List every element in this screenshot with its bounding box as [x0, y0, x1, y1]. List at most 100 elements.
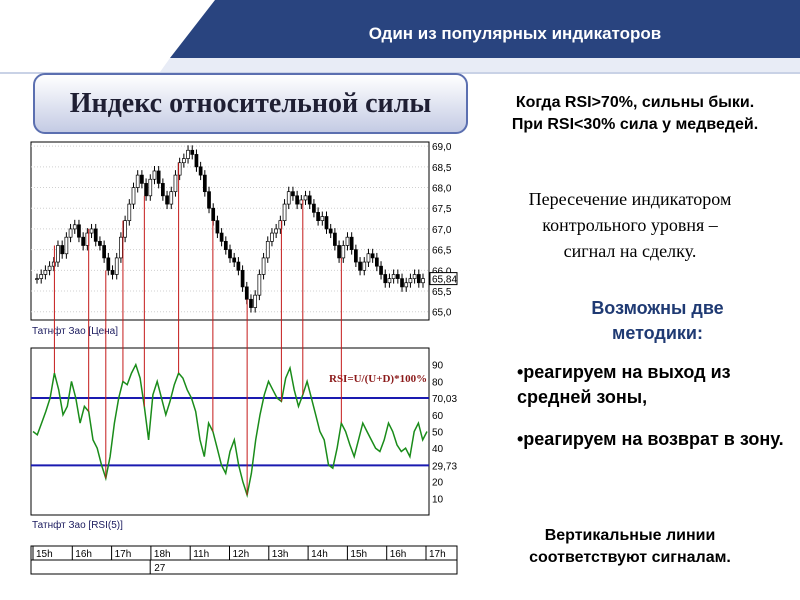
time-axis-date: 27	[154, 563, 166, 574]
candle-body	[358, 261, 362, 271]
header-banner-shape	[0, 0, 800, 74]
rsi-rule-line-2: При RSI<30% сила у медведей.	[511, 116, 759, 133]
candle-body	[194, 154, 199, 168]
rsi-line	[32, 362, 428, 498]
candle-body	[89, 228, 94, 234]
price-tick-label: 68,0	[432, 184, 452, 195]
candle-body	[257, 274, 262, 296]
rsi-tick-label: 90	[432, 361, 444, 372]
candle-body	[127, 203, 132, 222]
candle-body	[379, 265, 383, 275]
rsi-rule-note: Когда RSI>70%, сильны быки. При RSI<30% …	[470, 92, 800, 136]
candle-body	[345, 236, 350, 246]
candle-body	[341, 245, 346, 259]
price-tick-label: 67,0	[432, 225, 452, 236]
price-tick-label: 66,0	[432, 266, 452, 277]
candle-body	[349, 236, 354, 250]
rsi-tick-label: 60	[432, 411, 444, 422]
candle-body	[391, 274, 396, 279]
candle-body	[253, 294, 258, 308]
trading-chart: 69,0 68,5 68,0 67,5 67,0 66,5 66,0 65,5 65,0 65,8…	[29, 140, 459, 577]
candle-body	[261, 257, 266, 275]
candle-body	[416, 274, 421, 284]
price-tick-label: 65,0	[432, 308, 452, 319]
candle-body	[211, 207, 216, 222]
crossing-note: Пересечение индикатором контрольного уро…	[480, 186, 780, 264]
time-axis-hour: 13h	[272, 549, 289, 560]
candle-body	[404, 282, 409, 288]
rsi-tick-label: 10	[432, 494, 444, 505]
rsi-formula: RSI=U/(U+D)*100%	[329, 373, 427, 385]
time-axis-hour: 18h	[154, 549, 171, 560]
candle-body	[333, 232, 337, 246]
candle-body	[47, 265, 52, 271]
methods-title-line-2: методики:	[612, 323, 703, 343]
candle-body	[366, 253, 371, 263]
candle-body	[131, 187, 136, 205]
candle-body	[232, 257, 237, 263]
rsi-pane-frame	[30, 347, 430, 516]
candle-body	[198, 166, 203, 176]
rsi-tick-label: 50	[432, 428, 444, 439]
candle-body	[110, 269, 115, 275]
candle-body	[135, 174, 140, 188]
candle-body	[383, 274, 388, 284]
candle-body	[72, 224, 77, 230]
candle-body	[240, 269, 245, 288]
candle-body	[144, 183, 148, 197]
candle-body	[56, 245, 60, 263]
price-tick-label: 68,5	[432, 163, 452, 174]
candle-body	[68, 228, 73, 238]
candle-body	[270, 232, 274, 242]
candle-body	[374, 257, 379, 267]
candle-body	[236, 261, 241, 271]
candle-body	[400, 278, 404, 288]
candle-body	[282, 203, 287, 222]
time-axis-hour: 11h	[193, 549, 209, 560]
candle-body	[43, 269, 48, 275]
candle-body	[421, 278, 425, 284]
candle-body	[93, 228, 98, 242]
candle-body	[324, 216, 329, 230]
candle-body	[223, 240, 228, 250]
candle-body	[119, 236, 123, 259]
vertical-lines-note: Вертикальные линии соответствуют сигнала…	[495, 525, 765, 569]
candle-body	[156, 170, 161, 184]
candle-body	[102, 245, 106, 259]
candle-body	[114, 257, 119, 275]
time-axis-hour: 15h	[36, 549, 53, 560]
rsi-rule-line-1: Когда RSI>70%, сильны быки.	[515, 94, 755, 111]
candle-body	[140, 174, 144, 184]
time-axis-hour: 14h	[311, 549, 328, 560]
price-tick-label: 67,5	[432, 204, 452, 215]
candle-body	[106, 257, 111, 271]
candle-body	[123, 220, 127, 238]
rsi-legend: Татнфт Зао [RSI(5)]	[32, 519, 123, 531]
candle-body	[291, 191, 295, 197]
rsi-tick-label: 29,73	[432, 461, 457, 472]
rsi-tick-label: 40	[432, 444, 444, 455]
candle-body	[51, 261, 56, 267]
crossing-line-2: контрольного уровня –	[542, 215, 718, 235]
candle-body	[228, 249, 232, 259]
method-item-2: •реагируем на возврат в зону.	[517, 429, 784, 449]
candle-body	[295, 195, 299, 205]
vertical-line-1: Вертикальные линии	[544, 527, 716, 544]
time-axis-hour: 16h	[75, 549, 92, 560]
header-banner: Один из популярных индикаторов	[0, 0, 800, 74]
last-price-box	[429, 272, 458, 286]
candle-body	[312, 203, 316, 213]
candle-body	[169, 191, 174, 205]
method-item-1: •реагируем на выход из средней зоны,	[517, 362, 731, 407]
candle-body	[186, 149, 190, 159]
rsi-tick-label: 20	[432, 478, 444, 489]
crossing-line-3: сигнал на сделку.	[563, 241, 697, 261]
header-title: Один из популярных индикаторов	[368, 24, 662, 43]
time-axis-hour: 17h	[115, 549, 132, 560]
trading-chart-svg: 69,0 68,5 68,0 67,5 67,0 66,5 66,0 65,5 65,0 65,8…	[30, 141, 458, 575]
candle-body	[408, 278, 413, 284]
rsi-tick-label: 70,03	[432, 394, 457, 405]
candle-body	[152, 170, 157, 180]
candle-body	[35, 278, 39, 280]
candle-body	[64, 236, 69, 255]
